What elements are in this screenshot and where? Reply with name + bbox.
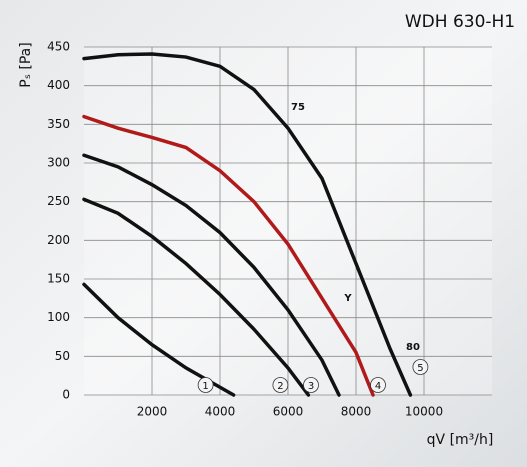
y-tick-label: 400 (47, 78, 70, 92)
y-tick-label: 150 (47, 272, 70, 286)
fan-curve (82, 197, 311, 397)
y-tick-label: 250 (47, 194, 70, 208)
y-axis-label: Pₛ [Pa] (18, 42, 34, 87)
y-tick-label: 0 (62, 388, 70, 402)
annotation: 80 (406, 342, 420, 353)
fan-curve (82, 282, 236, 397)
curve-label: 5 (417, 363, 423, 374)
curve-label-circle (197, 377, 214, 393)
y-tick-label: 300 (47, 156, 70, 170)
fan-curve (82, 153, 341, 397)
curve-label-circle (370, 377, 386, 393)
y-tick-label: 100 (47, 310, 70, 324)
annotation: Y (343, 293, 352, 304)
curve-label-circle (412, 359, 429, 375)
x-tick-label: 10000 (405, 405, 443, 419)
curve-label-circle (303, 377, 319, 393)
curve-label: 2 (277, 381, 283, 392)
y-tick-label: 350 (47, 117, 70, 131)
curve-label: 1 (202, 381, 208, 392)
y-tick-label: 450 (47, 40, 70, 54)
x-tick-label: 8000 (341, 405, 372, 419)
curve-label: 3 (308, 381, 314, 392)
x-tick-label: 2000 (137, 405, 168, 419)
curve-label: 4 (375, 381, 381, 392)
x-tick-label: 4000 (205, 405, 236, 419)
fan-curve (82, 52, 413, 397)
y-tick-label: 200 (47, 233, 70, 247)
y-tick-label: 50 (55, 349, 70, 363)
chart-title: WDH 630-H1 (405, 12, 515, 32)
curve-label-circle (272, 377, 289, 393)
x-axis-label: qV [m³/h] (427, 432, 494, 448)
x-tick-label: 6000 (273, 405, 304, 419)
fan-curve (82, 114, 375, 397)
annotation: 75 (291, 102, 305, 113)
